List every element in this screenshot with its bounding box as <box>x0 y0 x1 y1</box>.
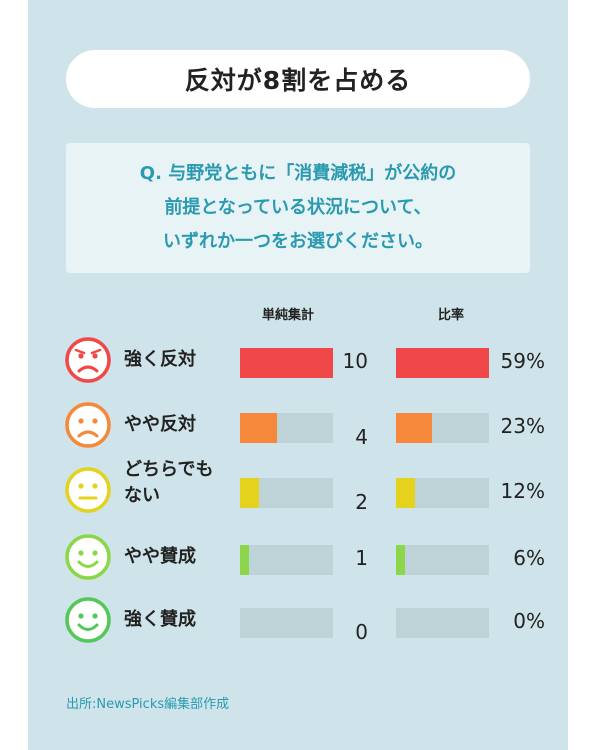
count-value-label: 0 <box>355 620 368 644</box>
question-line-1: Q. 与野党ともに「消費減税」が公約の <box>139 163 457 184</box>
ratio-value-label: 0% <box>513 609 545 633</box>
count-bar <box>240 348 333 378</box>
count-value-label: 4 <box>355 425 368 449</box>
count-bar-track <box>240 545 333 575</box>
neutral-face-icon <box>64 466 112 514</box>
smile-face-icon <box>64 533 112 581</box>
count-value-label: 2 <box>355 490 368 514</box>
ratio-bar-track <box>396 478 489 508</box>
answer-label: 強く反対 <box>124 349 196 370</box>
answer-label: 強く賛成 <box>124 609 196 630</box>
count-bar <box>240 478 259 508</box>
answer-row: やや賛成 1 6% <box>28 527 568 587</box>
count-bar-track <box>240 413 333 443</box>
ratio-value-label: 6% <box>513 546 545 570</box>
ratio-bar-track <box>396 413 489 443</box>
count-bar-track <box>240 478 333 508</box>
question-box: Q. 与野党ともに「消費減税」が公約の 前提となっている状況について、 いずれか… <box>66 143 530 273</box>
count-column-header: 単純集計 <box>262 308 315 323</box>
count-value-label: 10 <box>342 349 368 373</box>
source-note: 出所:NewsPicks編集部作成 <box>66 697 230 712</box>
ratio-bar <box>396 478 415 508</box>
chart-title: 反対が8割を占める <box>184 66 412 95</box>
ratio-bar-track <box>396 545 489 575</box>
infographic-panel: 反対が8割を占める Q. 与野党ともに「消費減税」が公約の 前提となっている状況… <box>28 0 568 750</box>
question-line-3: いずれか一つをお選びください。 <box>163 231 433 252</box>
ratio-value-label: 59% <box>500 349 545 373</box>
ratio-bar <box>396 348 489 378</box>
answer-label: やや賛成 <box>124 546 196 567</box>
ratio-bar-track <box>396 348 489 378</box>
ratio-value-label: 12% <box>500 479 545 503</box>
answer-row: どちらでも ない 2 12% <box>28 459 568 520</box>
count-bar <box>240 545 250 575</box>
smile-face-icon <box>64 596 112 644</box>
title-banner: 反対が8割を占める <box>66 50 530 108</box>
answer-label: やや反対 <box>124 414 196 435</box>
answer-row: 強く反対 10 59% <box>28 330 568 390</box>
ratio-bar <box>396 545 406 575</box>
frown-face-icon <box>64 336 112 384</box>
answer-row: 強く賛成 0 0% <box>28 590 568 650</box>
count-bar <box>240 413 278 443</box>
question-line-2: 前提となっている状況について、 <box>164 197 432 218</box>
ratio-column-header: 比率 <box>438 308 465 323</box>
answer-label: どちらでも ない <box>124 459 214 506</box>
ratio-bar-track <box>396 608 489 638</box>
count-value-label: 1 <box>355 546 368 570</box>
frown-face-icon <box>64 401 112 449</box>
count-bar-track <box>240 608 333 638</box>
answer-row: やや反対 4 23% <box>28 395 568 455</box>
ratio-bar <box>396 413 433 443</box>
count-bar-track <box>240 348 333 378</box>
ratio-value-label: 23% <box>500 414 545 438</box>
